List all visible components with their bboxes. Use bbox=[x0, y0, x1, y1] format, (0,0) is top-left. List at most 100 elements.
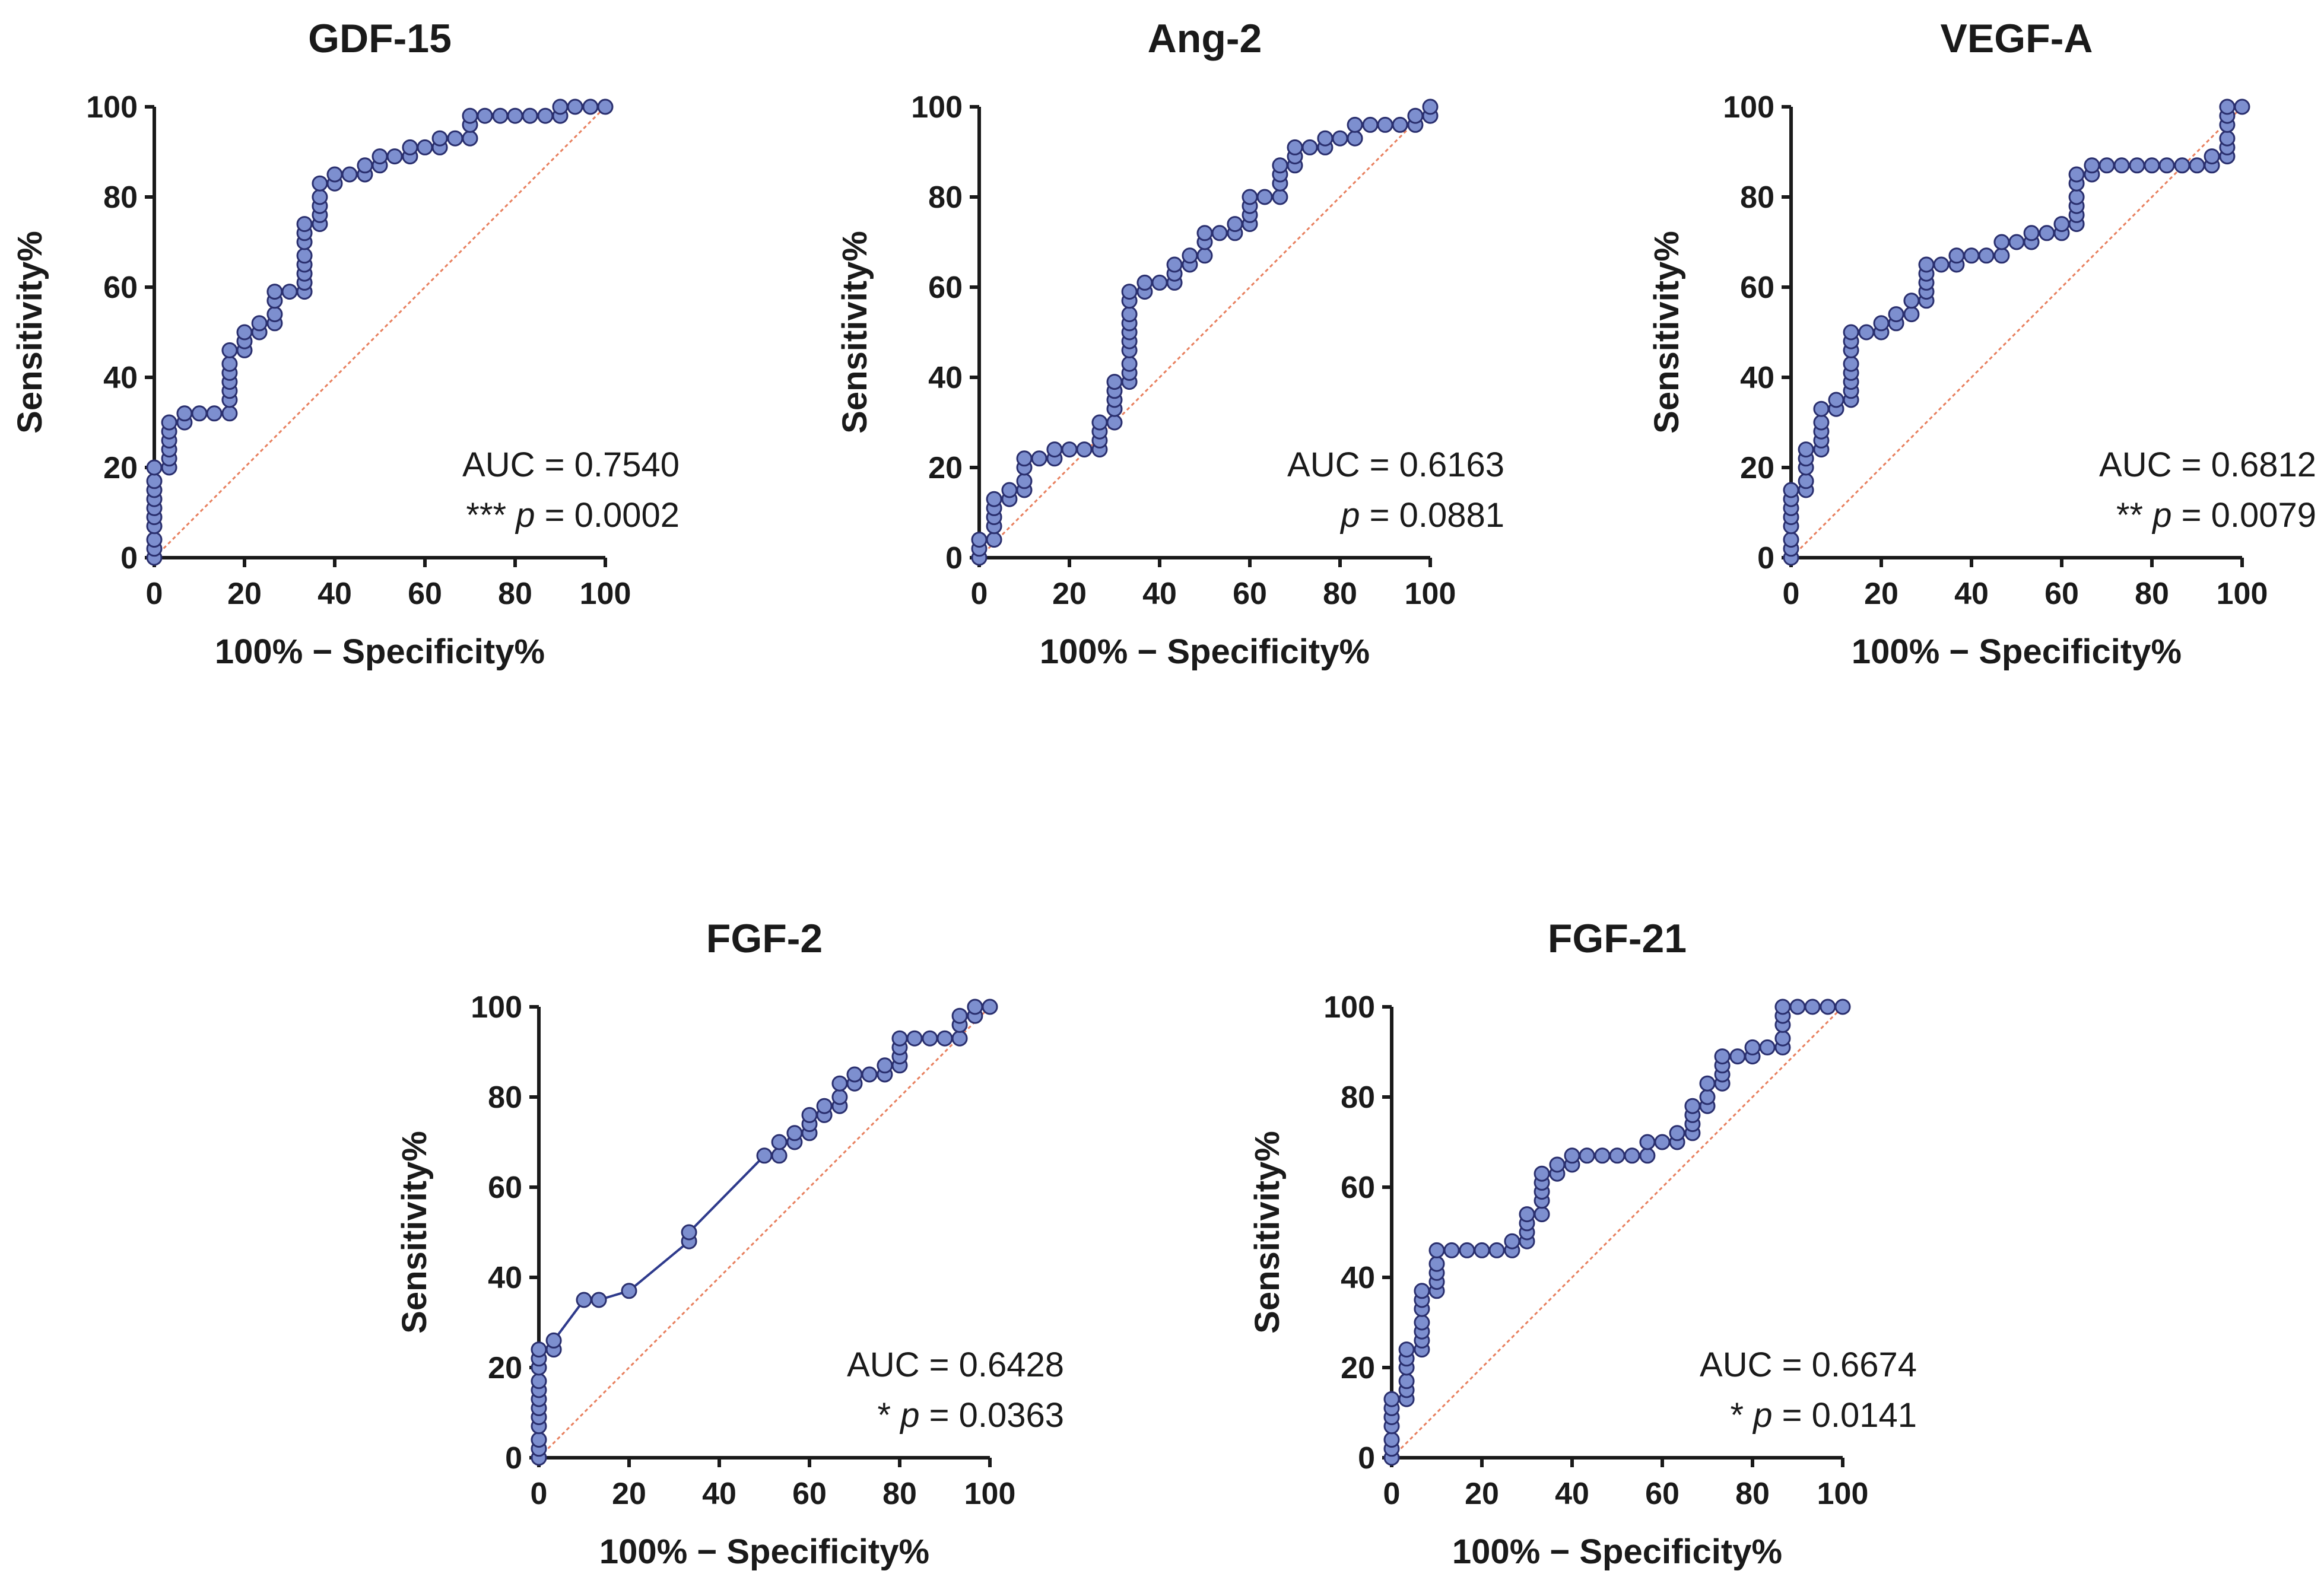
y-tick-label: 0 bbox=[945, 541, 963, 575]
roc-point bbox=[146, 459, 163, 476]
y-tick-label: 0 bbox=[120, 541, 138, 575]
y-tick-label: 60 bbox=[488, 1171, 522, 1205]
reference-line bbox=[978, 106, 1431, 559]
roc-point bbox=[1383, 1391, 1400, 1407]
roc-point bbox=[1196, 247, 1213, 264]
x-axis-label: 100% − Specificity% bbox=[1452, 1532, 1782, 1571]
p-value: = 0.0881 bbox=[1370, 496, 1504, 535]
x-tick-label: 0 bbox=[971, 577, 988, 611]
roc-point bbox=[1993, 247, 2010, 264]
y-axis-label: Sensitivity% bbox=[1248, 1131, 1287, 1334]
reference-line bbox=[153, 106, 607, 559]
roc-point bbox=[801, 1106, 818, 1123]
y-tick-label: 100 bbox=[1323, 990, 1375, 1025]
roc-point bbox=[1414, 1314, 1430, 1331]
p-symbol: p bbox=[1752, 1396, 1772, 1435]
roc-point bbox=[1488, 1242, 1505, 1258]
x-tick-label: 60 bbox=[2044, 577, 2079, 611]
roc-point bbox=[1654, 1134, 1671, 1150]
roc-point bbox=[951, 1030, 968, 1047]
p-value-annotation: * p = 0.0363 bbox=[878, 1396, 1064, 1435]
p-value: = 0.0141 bbox=[1782, 1396, 1917, 1435]
x-tick-label: 20 bbox=[612, 1477, 646, 1511]
roc-point bbox=[1783, 482, 1799, 498]
x-tick-label: 60 bbox=[792, 1477, 827, 1511]
p-value: = 0.0002 bbox=[545, 496, 680, 535]
roc-point bbox=[1639, 1134, 1656, 1150]
auc-annotation: AUC = 0.7540 bbox=[462, 446, 680, 484]
roc-point bbox=[1798, 441, 1814, 458]
roc-point bbox=[2068, 189, 2085, 205]
roc-point bbox=[1428, 1242, 1445, 1258]
x-tick-label: 100 bbox=[1817, 1477, 1869, 1511]
roc-point bbox=[236, 324, 253, 341]
roc-point bbox=[1383, 1432, 1400, 1448]
roc-point bbox=[477, 107, 493, 124]
roc-point bbox=[221, 342, 238, 358]
roc-point bbox=[1699, 1089, 1716, 1105]
roc-point bbox=[831, 1075, 848, 1092]
roc-point bbox=[1001, 482, 1018, 498]
roc-point bbox=[2113, 157, 2130, 174]
roc-panel-ang-2: Ang-2 0 20 40 60 80 100 0 20 40 60 80 100 100% − Spec… bbox=[836, 16, 1504, 671]
roc-point bbox=[1459, 1242, 1475, 1258]
roc-point bbox=[1377, 116, 1393, 133]
roc-point bbox=[1564, 1147, 1580, 1164]
roc-point bbox=[531, 1341, 547, 1358]
y-tick-label: 40 bbox=[103, 361, 138, 395]
x-tick-label: 40 bbox=[318, 577, 352, 611]
x-tick-label: 80 bbox=[1735, 1477, 1770, 1511]
x-tick-label: 0 bbox=[1783, 577, 1800, 611]
roc-point bbox=[1211, 225, 1228, 241]
roc-point bbox=[2023, 225, 2040, 241]
roc-point bbox=[2219, 130, 2236, 147]
roc-point bbox=[1061, 441, 1078, 458]
roc-point bbox=[1609, 1147, 1625, 1164]
roc-point bbox=[2158, 157, 2175, 174]
roc-point bbox=[1287, 139, 1303, 155]
roc-point bbox=[1504, 1233, 1520, 1249]
roc-point bbox=[531, 1373, 547, 1389]
y-tick-label: 40 bbox=[1341, 1261, 1375, 1295]
x-tick-label: 40 bbox=[1142, 577, 1177, 611]
roc-point bbox=[1196, 225, 1213, 241]
roc-point bbox=[221, 355, 238, 372]
roc-point bbox=[681, 1224, 697, 1241]
roc-point bbox=[161, 414, 177, 431]
x-axis-label: 100% − Specificity% bbox=[599, 1532, 929, 1571]
x-tick-label: 80 bbox=[498, 577, 532, 611]
roc-point bbox=[1744, 1039, 1761, 1055]
roc-panel-fgf-2: FGF-2 0 20 40 60 80 100 0 20 40 60 80 100 100% − Spec… bbox=[395, 916, 1064, 1571]
roc-point bbox=[1407, 107, 1424, 124]
roc-point bbox=[1549, 1156, 1566, 1173]
roc-point bbox=[982, 999, 998, 1015]
roc-point bbox=[1422, 98, 1439, 115]
roc-point bbox=[906, 1030, 923, 1047]
roc-point bbox=[1933, 256, 1950, 273]
roc-point bbox=[1774, 999, 1791, 1015]
p-symbol: p bbox=[899, 1396, 919, 1435]
roc-point bbox=[771, 1147, 788, 1164]
y-tick-label: 20 bbox=[1341, 1351, 1375, 1385]
y-tick-label: 80 bbox=[928, 180, 963, 215]
roc-point bbox=[1858, 324, 1875, 341]
roc-point bbox=[507, 107, 523, 124]
y-tick-label: 60 bbox=[1341, 1171, 1375, 1205]
roc-point bbox=[567, 98, 583, 115]
roc-point bbox=[2053, 216, 2070, 233]
roc-point bbox=[1828, 392, 1844, 408]
roc-point bbox=[1398, 1373, 1415, 1389]
roc-point bbox=[417, 139, 433, 155]
roc-point bbox=[552, 98, 569, 115]
roc-point bbox=[1729, 1048, 1746, 1065]
roc-point bbox=[1136, 274, 1153, 291]
roc-point bbox=[2174, 157, 2190, 174]
y-tick-label: 100 bbox=[1723, 90, 1774, 125]
roc-point bbox=[2008, 234, 2025, 250]
roc-point bbox=[1046, 441, 1063, 458]
roc-point bbox=[146, 473, 163, 489]
p-value: = 0.0363 bbox=[929, 1396, 1064, 1435]
chart-title: FGF-2 bbox=[706, 916, 823, 961]
roc-point bbox=[531, 1432, 547, 1448]
x-tick-label: 40 bbox=[702, 1477, 736, 1511]
